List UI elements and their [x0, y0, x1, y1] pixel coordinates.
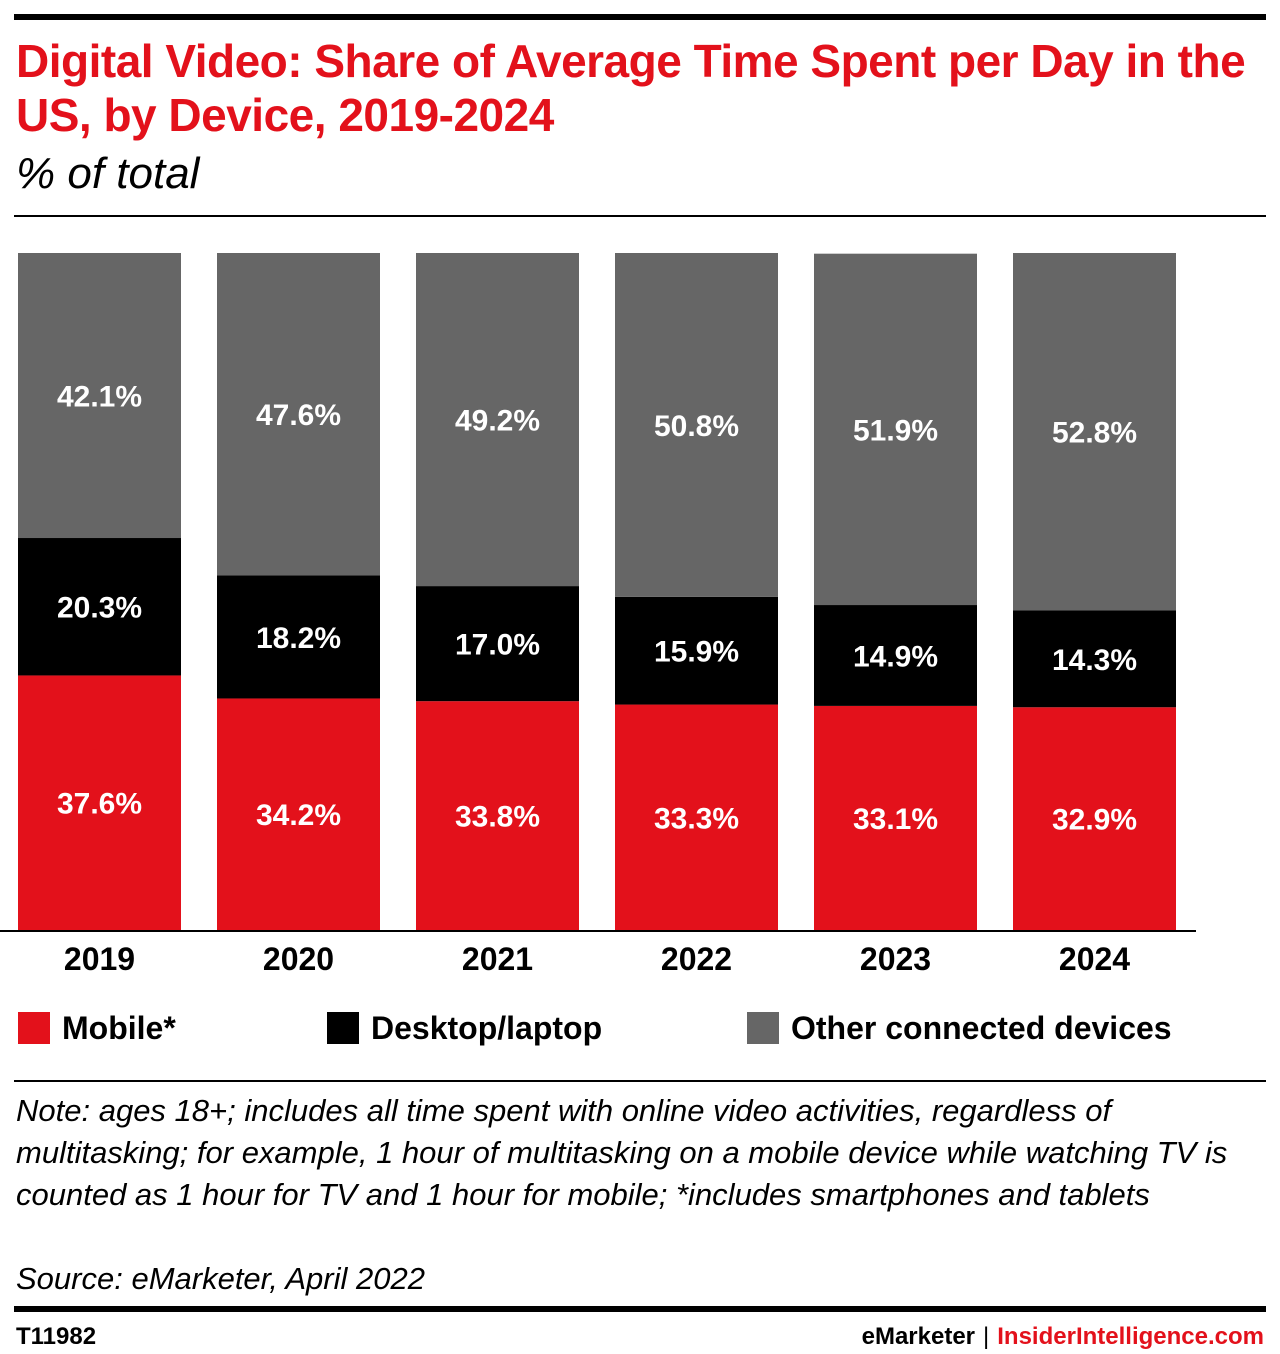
bar-segment-2019-mobile	[18, 675, 181, 930]
bar-segment-2020-other	[217, 253, 380, 576]
x-tick-label-2019: 2019	[64, 941, 135, 977]
x-tick-label-2021: 2021	[462, 941, 533, 977]
x-tick-label-2020: 2020	[263, 941, 334, 977]
bar-segment-2022-other	[615, 253, 778, 597]
legend-swatch-other	[747, 1012, 779, 1044]
brand-secondary: InsiderIntelligence.com	[997, 1323, 1264, 1350]
x-tick-label-2024: 2024	[1059, 941, 1130, 977]
chart-title: Digital Video: Share of Average Time Spe…	[16, 35, 1246, 141]
subtitle-rule	[14, 215, 1266, 217]
stacked-bar-chart: 37.6% 20.3% 42.1% 2019 34.2% 18.2% 47.6% 2020 33…	[0, 253, 1196, 977]
data-label-2019-other: 42.1%	[57, 381, 142, 414]
brand-separator: |	[983, 1323, 990, 1350]
data-label-2024-desktop: 14.3%	[1052, 644, 1137, 677]
data-label-2023-other: 51.9%	[853, 414, 938, 447]
bar-segment-2021-desktop	[416, 586, 579, 702]
bar-segment-2023-mobile	[814, 705, 977, 930]
chart-source: Source: eMarketer, April 2022	[16, 1261, 425, 1296]
data-label-2021-desktop: 17.0%	[455, 629, 540, 662]
x-tick-label-2022: 2022	[661, 941, 732, 977]
data-label-2020-mobile: 34.2%	[256, 799, 341, 832]
data-label-2020-other: 47.6%	[256, 399, 341, 432]
data-label-2024-mobile: 32.9%	[1052, 804, 1137, 837]
bottom-rule	[14, 1306, 1266, 1312]
chart-id: T11982	[16, 1323, 97, 1350]
chart-subtitle: % of total	[16, 149, 200, 198]
legend-swatch-mobile	[18, 1012, 50, 1044]
data-label-2021-mobile: 33.8%	[455, 801, 540, 834]
data-label-2022-other: 50.8%	[654, 410, 739, 443]
x-tick-label-2023: 2023	[860, 941, 931, 977]
data-label-2019-mobile: 37.6%	[57, 788, 142, 821]
bar-segment-2020-mobile	[217, 698, 380, 930]
bar-segment-2022-mobile	[615, 704, 778, 930]
chart-note: Note: ages 18+; includes all time spent …	[16, 1093, 1228, 1212]
bar-segment-2019-other	[18, 253, 181, 539]
bar-segment-2024-desktop	[1013, 610, 1176, 708]
data-label-2024-other: 52.8%	[1052, 417, 1137, 450]
bar-segment-2021-other	[416, 253, 579, 587]
data-label-2020-desktop: 18.2%	[256, 622, 341, 655]
bar-segment-2019-desktop	[18, 538, 181, 676]
chart-legend: Mobile* Desktop/laptop Other connected d…	[0, 1008, 1280, 1052]
data-label-2022-desktop: 15.9%	[654, 636, 739, 669]
data-label-2023-desktop: 14.9%	[853, 640, 938, 673]
top-rule	[14, 14, 1266, 20]
bar-segment-2023-desktop	[814, 605, 977, 706]
data-label-2021-other: 49.2%	[455, 405, 540, 438]
bar-segment-2020-desktop	[217, 575, 380, 699]
legend-item-desktop: Desktop/laptop	[327, 1008, 602, 1048]
bar-segment-2021-mobile	[416, 701, 579, 930]
bar-segment-2024-other	[1013, 253, 1176, 611]
data-label-2023-mobile: 33.1%	[853, 803, 938, 836]
bar-segment-2023-other	[814, 253, 977, 606]
legend-swatch-desktop	[327, 1012, 359, 1044]
legend-label-other: Other connected devices	[791, 1010, 1172, 1046]
legend-label-desktop: Desktop/laptop	[371, 1010, 603, 1046]
bar-segment-2024-mobile	[1013, 707, 1176, 930]
legend-item-mobile: Mobile*	[18, 1008, 176, 1048]
bar-segment-2022-desktop	[615, 596, 778, 705]
data-label-2022-mobile: 33.3%	[654, 802, 739, 835]
legend-label-mobile: Mobile*	[62, 1010, 176, 1046]
brand-footer: eMarketer | InsiderIntelligence.com	[862, 1322, 1264, 1352]
brand-primary: eMarketer	[861, 1323, 976, 1350]
legend-item-other: Other connected devices	[747, 1008, 1172, 1048]
data-label-2019-desktop: 20.3%	[57, 592, 142, 625]
note-rule	[14, 1080, 1266, 1082]
